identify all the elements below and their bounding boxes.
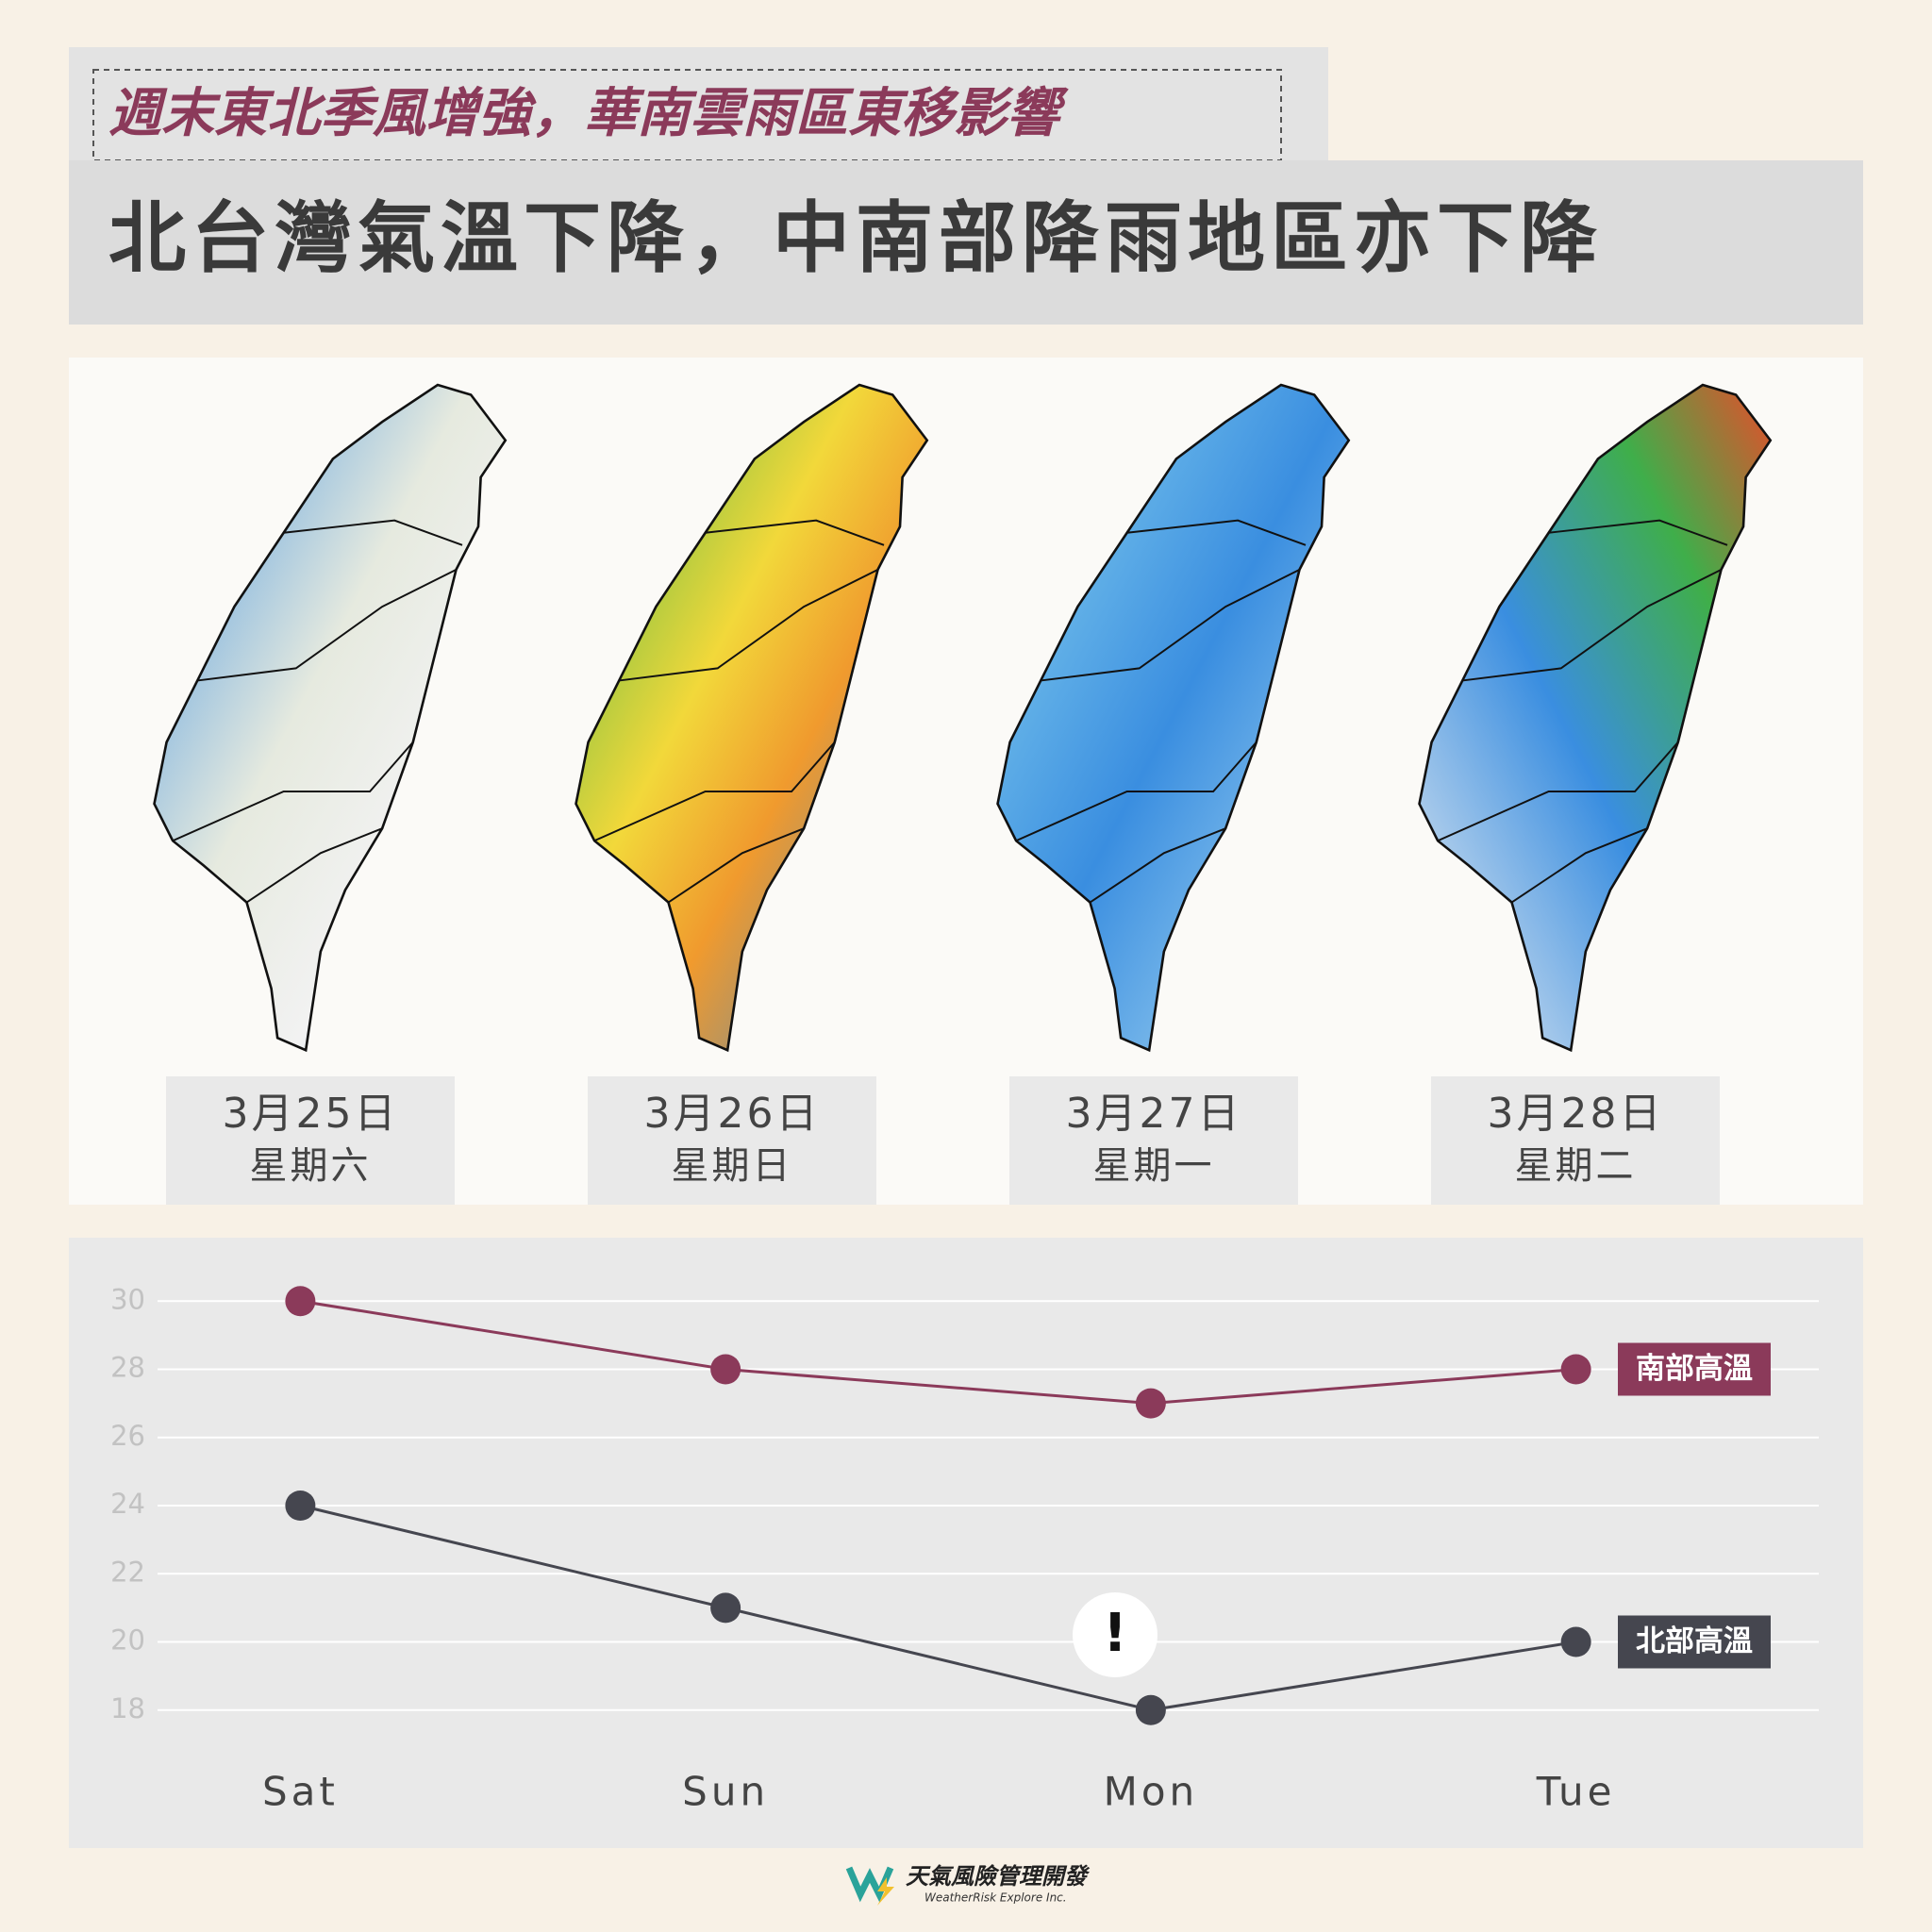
map-weekday: 星期二 [1515, 1144, 1637, 1188]
map-date: 3月28日 [1488, 1090, 1664, 1138]
county-lines [172, 519, 463, 904]
title: 北台灣氣溫下降，中南部降雨地區亦下降 [108, 193, 1603, 283]
map-shape [153, 383, 508, 1053]
x-tick-label: Sun [682, 1769, 769, 1815]
series-line [300, 1299, 1576, 1406]
map-weekday: 星期日 [672, 1144, 793, 1188]
title-box [69, 160, 1863, 325]
map-date: 3月27日 [1066, 1090, 1242, 1138]
map-weekday: 星期一 [1093, 1144, 1215, 1188]
y-tick-label: 30 [110, 1283, 145, 1315]
point [710, 1592, 741, 1624]
county-lines [593, 519, 885, 904]
logo [845, 1866, 894, 1906]
map [996, 383, 1351, 1053]
y-tick-label: 28 [110, 1352, 145, 1384]
legend-label: 北部高溫 [1636, 1624, 1753, 1658]
company-name-en: WeatherRisk Explore Inc. [924, 1891, 1067, 1905]
date-box [1009, 1076, 1298, 1205]
x-tick-label: Sat [262, 1769, 339, 1815]
y-tick-label: 20 [110, 1624, 145, 1657]
point [1135, 1388, 1166, 1419]
legend-box [1618, 1615, 1771, 1669]
map-date: 3月26日 [644, 1090, 821, 1138]
map-shape [575, 383, 929, 1053]
map-shape [996, 383, 1351, 1053]
subtitle-box [69, 47, 1328, 165]
subtitle: 週末東北季風增強，華南雲雨區東移影響 [108, 83, 1069, 144]
map-shape [1418, 383, 1773, 1053]
point [1560, 1354, 1591, 1385]
logo-bolt [877, 1877, 894, 1906]
point [285, 1491, 316, 1521]
series-line [300, 1504, 1576, 1712]
x-tick-label: Tue [1536, 1769, 1616, 1815]
y-tick-label: 22 [110, 1556, 145, 1588]
map-date: 3月25日 [223, 1090, 399, 1138]
map-weekday: 星期六 [250, 1144, 372, 1188]
legend-box [1618, 1342, 1771, 1396]
annotation-badge [1073, 1592, 1158, 1677]
point [1135, 1694, 1166, 1725]
point [285, 1286, 316, 1317]
company-name: 天氣風險管理開發 [906, 1863, 1091, 1890]
y-tick-label: 18 [110, 1692, 145, 1724]
annotation: ! [1103, 1603, 1127, 1664]
map [575, 383, 929, 1053]
map [153, 383, 508, 1053]
point [1560, 1626, 1591, 1657]
map [1418, 383, 1773, 1053]
y-tick-label: 26 [110, 1420, 145, 1452]
x-tick-label: Mon [1104, 1769, 1199, 1815]
date-box [1431, 1076, 1720, 1205]
y-tick-label: 24 [110, 1488, 145, 1520]
date-box [166, 1076, 455, 1205]
point [710, 1354, 741, 1385]
legend-label: 南部高溫 [1636, 1352, 1753, 1386]
county-lines [1015, 519, 1307, 904]
chart-panel [69, 1238, 1863, 1848]
date-box [588, 1076, 876, 1205]
county-lines [1437, 519, 1728, 904]
